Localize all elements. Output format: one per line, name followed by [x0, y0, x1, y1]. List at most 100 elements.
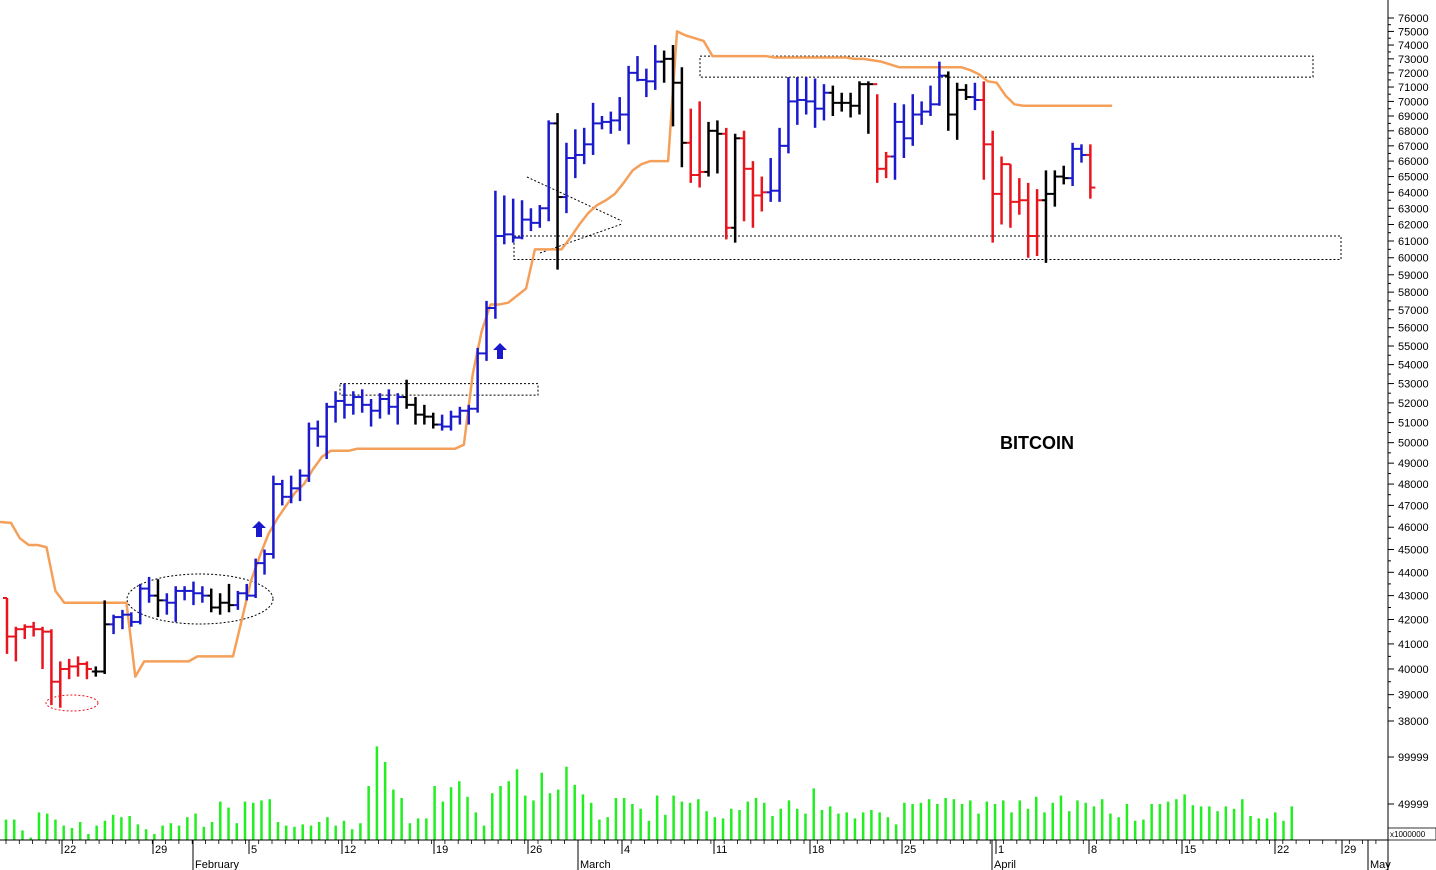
- price-bar: [713, 120, 723, 174]
- price-bar: [393, 393, 403, 425]
- price-tick-label: 70000: [1398, 96, 1429, 108]
- price-bar: [846, 92, 856, 118]
- price-bar: [597, 116, 607, 130]
- price-bar: [3, 596, 12, 654]
- price-bar: [988, 130, 998, 243]
- price-bar: [47, 629, 57, 706]
- price-bar: [1006, 163, 1016, 228]
- volume-axis: 99999 49999 x1000000: [1387, 752, 1436, 841]
- price-bar: [633, 56, 643, 82]
- price-bar: [438, 414, 448, 431]
- price-bar: [367, 398, 377, 427]
- price-bar: [482, 300, 492, 361]
- price-bar: [837, 92, 847, 112]
- price-bar: [757, 176, 767, 212]
- price-bar: [375, 393, 385, 419]
- price-bar: [1059, 165, 1069, 185]
- price-bar: [411, 397, 421, 425]
- price-bar: [145, 576, 155, 603]
- price-tick-label: 47000: [1398, 500, 1429, 512]
- price-tick-label: 50000: [1398, 438, 1429, 450]
- price-bar: [1033, 189, 1043, 257]
- price-bar: [162, 593, 172, 615]
- price-tick-label: 55000: [1398, 341, 1429, 353]
- up-arrow-icon: [493, 343, 507, 359]
- price-bar: [153, 579, 163, 618]
- price-bar: [695, 101, 705, 188]
- price-tick-label: 56000: [1398, 323, 1429, 335]
- price-bar: [935, 61, 945, 106]
- price-bar: [926, 85, 936, 117]
- price-bar: [118, 609, 128, 630]
- price-tick-label: 66000: [1398, 156, 1429, 168]
- price-bar: [855, 81, 865, 115]
- price-bar: [677, 67, 687, 168]
- price-bar: [29, 621, 39, 637]
- support-zone-box: [513, 235, 1342, 260]
- price-bar: [74, 656, 84, 677]
- price-bar: [500, 195, 510, 245]
- price-tick-label: 74000: [1398, 40, 1429, 52]
- breakout-zone-box: [339, 383, 539, 396]
- price-tick-label: 65000: [1398, 172, 1429, 184]
- price-tick-label: 54000: [1398, 360, 1429, 372]
- price-bar: [429, 412, 439, 429]
- price-bar: [358, 389, 368, 413]
- price-tick-label: 40000: [1398, 664, 1429, 676]
- resistance-zone-box: [699, 55, 1314, 78]
- price-bar: [979, 81, 989, 180]
- price-bar: [296, 469, 306, 502]
- price-bar: [731, 133, 741, 243]
- month-label: February: [195, 859, 240, 870]
- price-tick-label: 64000: [1398, 187, 1429, 199]
- price-bar: [873, 83, 883, 183]
- price-tick-label: 62000: [1398, 219, 1429, 231]
- price-tick-label: 57000: [1398, 305, 1429, 317]
- price-bar: [278, 479, 288, 506]
- price-bar: [464, 404, 474, 425]
- price-bar: [864, 81, 874, 134]
- price-tick-label: 46000: [1398, 522, 1429, 534]
- price-bar: [624, 65, 634, 145]
- chart-title: BITCOIN: [1000, 433, 1074, 453]
- price-tick-label: 51000: [1398, 418, 1429, 430]
- volume-tick-label: 49999: [1398, 799, 1429, 811]
- month-label: May: [1370, 859, 1391, 870]
- date-tick-label: 5: [251, 844, 257, 856]
- price-bar: [722, 127, 732, 240]
- price-bar: [20, 624, 30, 639]
- price-tick-label: 53000: [1398, 379, 1429, 391]
- triangle-lower-line: [539, 223, 623, 254]
- price-bar: [811, 78, 821, 128]
- price-bar: [260, 549, 270, 575]
- price-bars: [3, 45, 1096, 708]
- date-tick-label: 25: [904, 844, 916, 856]
- price-bar: [491, 190, 501, 319]
- price-tick-label: 71000: [1398, 82, 1429, 94]
- date-tick-label: 8: [1091, 844, 1097, 856]
- price-tick-label: 42000: [1398, 614, 1429, 626]
- price-bar: [225, 583, 234, 613]
- price-bar: [589, 102, 599, 155]
- price-bar: [509, 198, 519, 243]
- price-tick-label: 76000: [1398, 13, 1429, 25]
- month-label: April: [994, 859, 1016, 870]
- price-bar: [269, 475, 279, 559]
- price-tick-label: 43000: [1398, 591, 1429, 603]
- price-bar: [455, 406, 465, 425]
- price-bar: [233, 590, 243, 610]
- price-axis: 38000 39000 40000 41000 42000 43000 44000 45000…: [1387, 0, 1429, 870]
- price-bar: [553, 113, 563, 270]
- price-tick-label: 41000: [1398, 639, 1429, 651]
- price-bar: [766, 158, 776, 202]
- date-tick-label: 29: [1344, 844, 1356, 856]
- price-bar: [91, 666, 101, 677]
- price-bar: [384, 389, 394, 415]
- price-bar: [882, 151, 892, 179]
- price-bar: [198, 586, 208, 603]
- price-bar: [562, 142, 572, 214]
- price-bar: [1068, 142, 1078, 186]
- price-tick-label: 49000: [1398, 458, 1429, 470]
- price-bar: [1041, 170, 1051, 263]
- price-bar: [651, 45, 661, 90]
